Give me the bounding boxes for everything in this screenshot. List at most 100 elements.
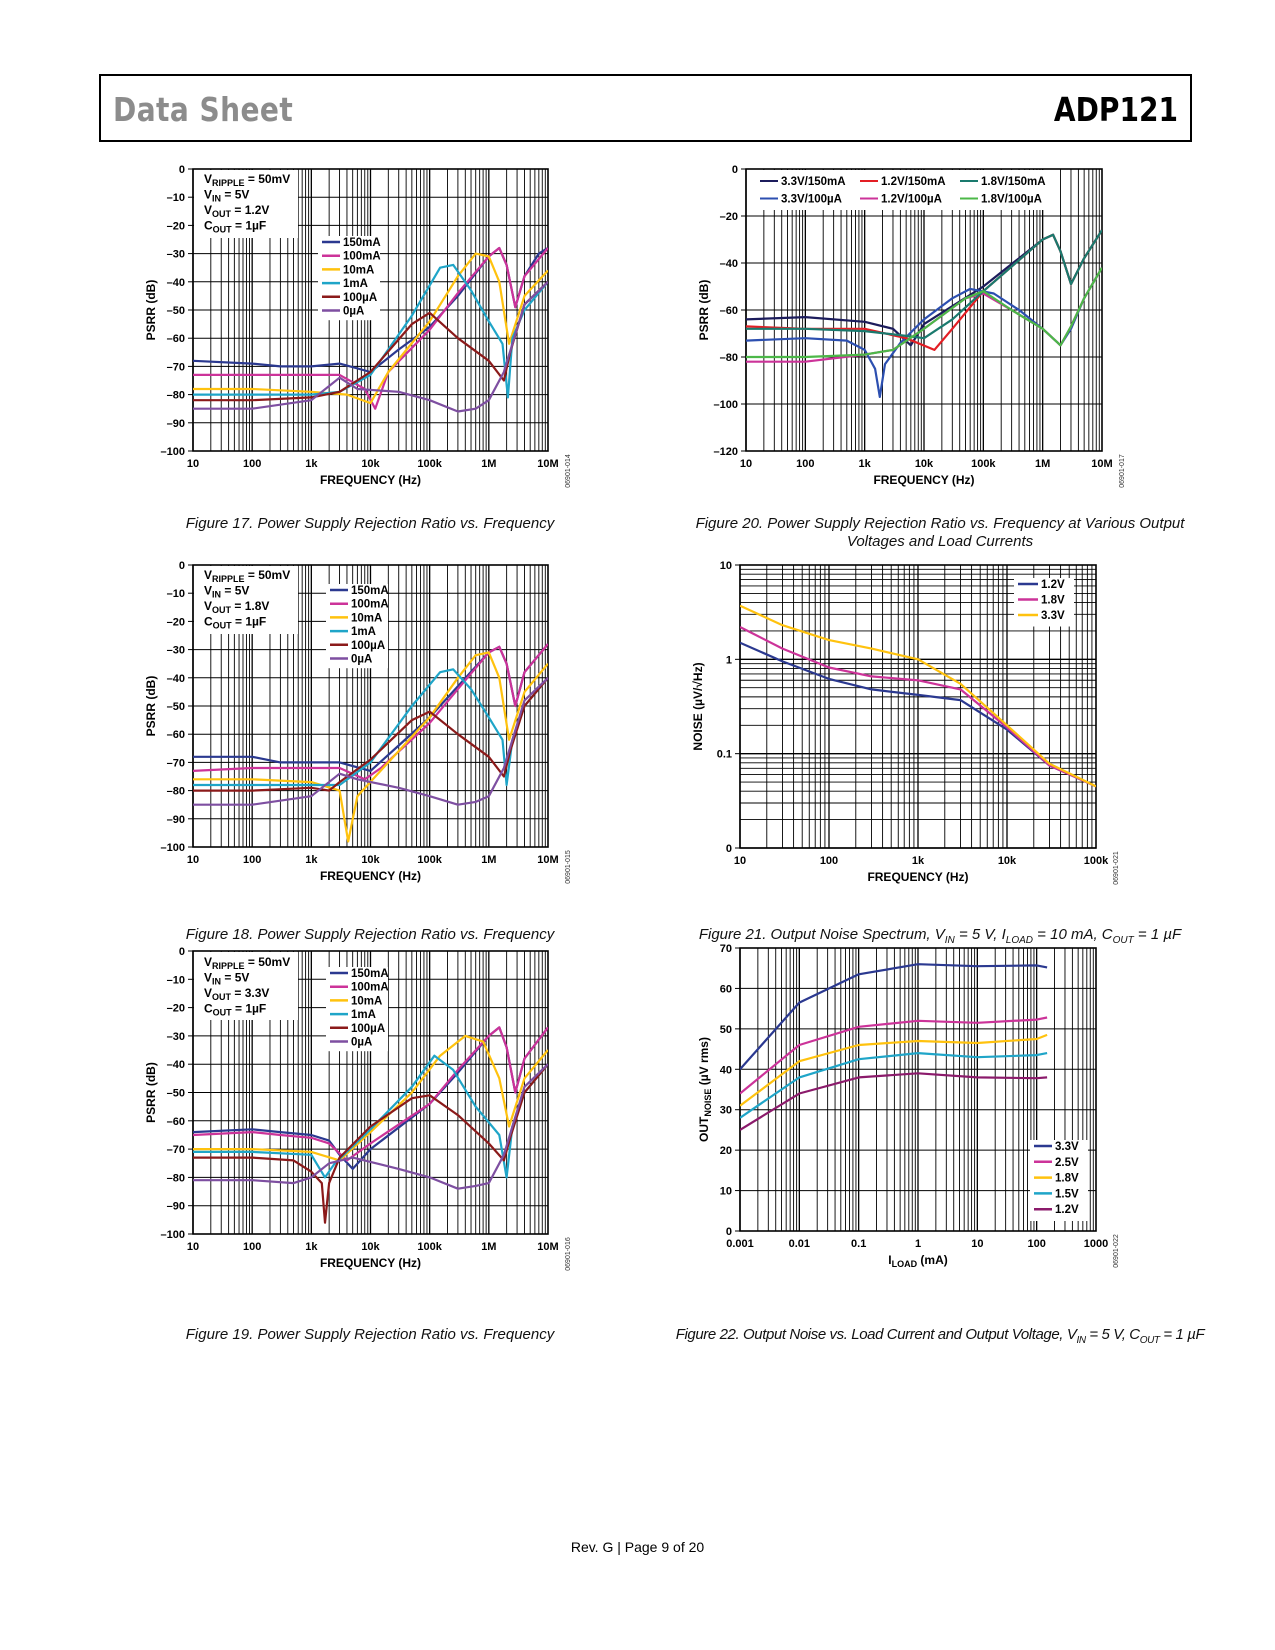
caption-fig22-sub-out: OUT xyxy=(1139,1335,1160,1346)
series-group xyxy=(740,604,1096,788)
y-tick-label: 70 xyxy=(720,943,732,955)
x-tick-label: 100 xyxy=(820,855,838,867)
figure-code: 06901-022 xyxy=(1113,1234,1120,1268)
caption-fig18: Figure 18. Power Supply Rejection Ratio … xyxy=(185,926,555,943)
series-line-1mA xyxy=(193,1054,548,1179)
series-line-3.3V xyxy=(740,604,1096,788)
series-line-1mA xyxy=(193,668,548,787)
caption-fig22-b: = 5 V, C xyxy=(1085,1326,1140,1343)
series-group xyxy=(193,1026,548,1224)
y-tick-label: 0 xyxy=(179,164,185,176)
legend-label: 0µA xyxy=(343,306,364,318)
plot-frame xyxy=(739,947,1097,1232)
caption-fig21: Figure 21. Output Noise Spectrum, VIN = … xyxy=(680,926,1200,950)
legend-box xyxy=(1030,1140,1088,1221)
y-tick-label: –100 xyxy=(161,842,185,854)
figure-code: 06901-017 xyxy=(1119,454,1126,488)
x-tick-label: 1000 xyxy=(1084,1238,1108,1250)
series-line-100µA xyxy=(193,677,548,792)
condition-label: COUT = 1µF xyxy=(204,615,266,631)
caption-fig21-sub-in: IN xyxy=(944,935,955,946)
legend-label: 1.8V xyxy=(1041,595,1065,607)
y-tick-label: –30 xyxy=(167,645,185,657)
series-line-1.8V xyxy=(740,626,1096,788)
x-tick-label: 100 xyxy=(796,458,814,470)
y-tick-label: 10 xyxy=(720,1186,732,1198)
caption-fig20-line2: Voltages and Load Currents xyxy=(846,533,1034,550)
legend-label: 100mA xyxy=(351,599,389,611)
y-tick-label: –50 xyxy=(167,1088,185,1100)
series-group xyxy=(193,643,548,843)
y-tick-label: 40 xyxy=(720,1064,732,1076)
x-tick-label: 1M xyxy=(1035,458,1050,470)
conditions-box xyxy=(194,170,298,238)
y-tick-label: 0 xyxy=(179,560,185,572)
condition-label: VIN = 5V xyxy=(204,971,249,987)
y-tick-label: –70 xyxy=(167,1144,185,1156)
x-tick-label: 100k xyxy=(417,1241,442,1253)
y-tick-label: –60 xyxy=(720,305,738,317)
y-tick-label: –60 xyxy=(167,1116,185,1128)
y-tick-label: –10 xyxy=(167,588,185,600)
legend-label: 0µA xyxy=(351,654,372,666)
x-tick-label: 1k xyxy=(305,1241,318,1253)
series-line-100µA xyxy=(193,1063,548,1224)
chart-fig18: 10 100 1k 10k 100k 1M 10M 0 –10 –20 –30 –40 –50 –60 –7… xyxy=(144,560,572,884)
series-line-0µA xyxy=(193,1063,548,1190)
y-tick-label: 0 xyxy=(179,946,185,958)
legend-box xyxy=(318,236,380,321)
legend-label: 3.3V/150mA xyxy=(781,176,846,188)
y-axis-label: NOISE (µV/√Hz) xyxy=(691,662,705,750)
condition-label: VIN = 5V xyxy=(204,584,249,600)
x-tick-label: 10 xyxy=(734,855,746,867)
legend-label: 1mA xyxy=(351,626,376,638)
y-tick-label: 0 xyxy=(726,1226,732,1238)
legend-label: 150mA xyxy=(343,237,381,249)
x-tick-label: 0.001 xyxy=(726,1238,754,1250)
legend-label: 100mA xyxy=(343,251,381,263)
x-tick-label: 1k xyxy=(859,458,872,470)
x-tick-label: 1k xyxy=(912,855,925,867)
y-tick-label: –40 xyxy=(167,673,185,685)
legend-label: 100µA xyxy=(351,640,385,652)
caption-fig21-c: = 10 mA, C xyxy=(1033,926,1113,943)
series-line-1.5V xyxy=(740,1051,1048,1119)
y-tick-label: –30 xyxy=(167,249,185,261)
series-line-3.3V xyxy=(740,963,1048,1071)
y-tick-label: –50 xyxy=(167,701,185,713)
y-tick-label: –20 xyxy=(167,1003,185,1015)
conditions-box xyxy=(194,566,298,634)
legend-label: 150mA xyxy=(351,968,389,980)
legend-label: 100µA xyxy=(351,1023,385,1035)
y-tick-label: –70 xyxy=(167,361,185,373)
figure-code: 06901-015 xyxy=(565,850,572,884)
series-line-1.8V xyxy=(740,1033,1048,1107)
condition-label: VOUT = 3.3V xyxy=(204,986,269,1002)
y-tick-label: –50 xyxy=(167,305,185,317)
y-tick-label: –100 xyxy=(714,399,738,411)
x-tick-label: 10 xyxy=(187,1241,199,1253)
plot-frame xyxy=(739,564,1097,849)
x-axis-label: FREQUENCY (Hz) xyxy=(873,473,974,487)
chart-fig17: 10 100 1k 10k 100k 1M 10M 0 –10 –20 –30 –40 –50 –60 –7… xyxy=(144,164,572,488)
x-tick-label: 100 xyxy=(243,854,261,866)
header-part-number: ADP121 xyxy=(1053,90,1178,129)
figure-19: 10 100 1k 10k 100k 1M 10M 0 –10 –20 –30 –40 –50 –60 –7… xyxy=(0,0,640,1340)
chart-fig22: 0.001 0.01 0.1 1 10 100 1000 0 10 20 30 40 50 60 70 ILO… xyxy=(697,943,1120,1269)
legend-label: 2.5V xyxy=(1055,1157,1079,1169)
y-tick-label: –60 xyxy=(167,333,185,345)
x-tick-label: 10M xyxy=(537,458,558,470)
y-tick-label: –90 xyxy=(167,418,185,430)
legend-label: 10mA xyxy=(343,264,374,276)
figure-code: 06901-016 xyxy=(565,1237,572,1271)
x-tick-label: 1M xyxy=(481,854,496,866)
y-tick-label: –100 xyxy=(161,446,185,458)
x-tick-label: 1M xyxy=(481,458,496,470)
x-tick-label: 10 xyxy=(971,1238,983,1250)
series-line-10mA xyxy=(193,252,548,405)
caption-fig21-a: Figure 21. Output Noise Spectrum, V xyxy=(698,926,945,943)
legend-label: 1.5V xyxy=(1055,1188,1079,1200)
legend-box xyxy=(326,967,388,1052)
y-tick-label: –40 xyxy=(167,1059,185,1071)
y-tick-label: –40 xyxy=(720,258,738,270)
